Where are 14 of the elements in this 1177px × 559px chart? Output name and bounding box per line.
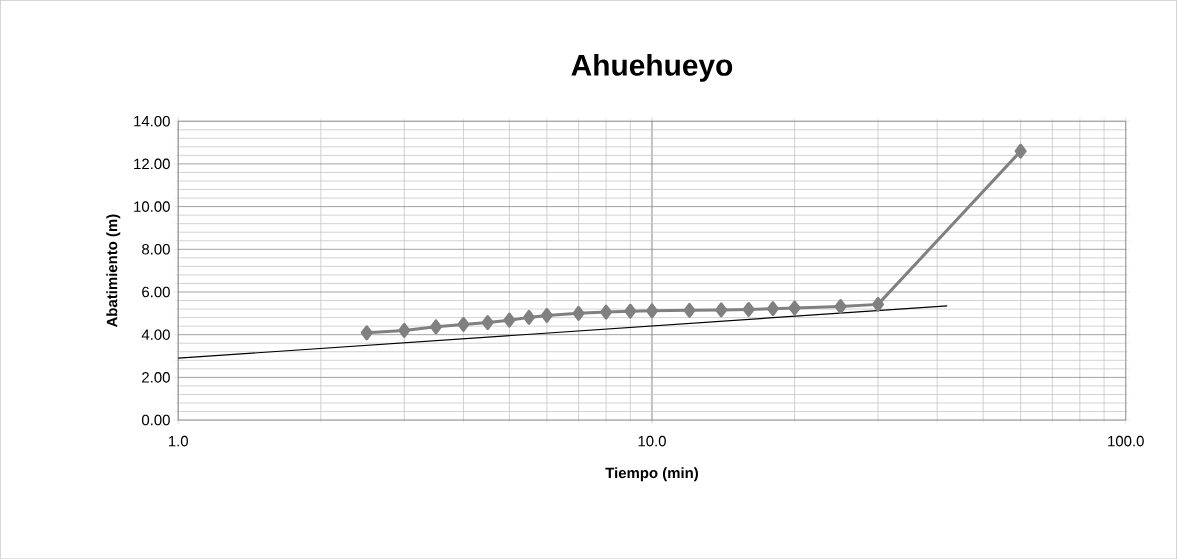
y-tick-label: 2.00 <box>142 371 170 383</box>
y-tick-label: 0.00 <box>141 414 170 426</box>
x-tick-label: 100.0 <box>1108 435 1144 447</box>
x-axis-title: Tiempo (min) <box>605 467 698 482</box>
y-tick-label: 8.00 <box>142 243 170 255</box>
x-tick-label: 1.0 <box>168 435 189 447</box>
x-tick-label: 10.0 <box>638 435 666 447</box>
y-tick-label: 14.00 <box>134 115 170 127</box>
chart-title: Ahuehueyo <box>571 53 733 82</box>
y-tick-label: 6.00 <box>142 286 170 298</box>
y-axis-title: Abatimiento (m) <box>106 214 121 327</box>
y-tick-label: 4.00 <box>141 329 170 340</box>
y-tick-label: 12.00 <box>134 158 170 170</box>
y-tick-label: 10.00 <box>134 201 170 212</box>
